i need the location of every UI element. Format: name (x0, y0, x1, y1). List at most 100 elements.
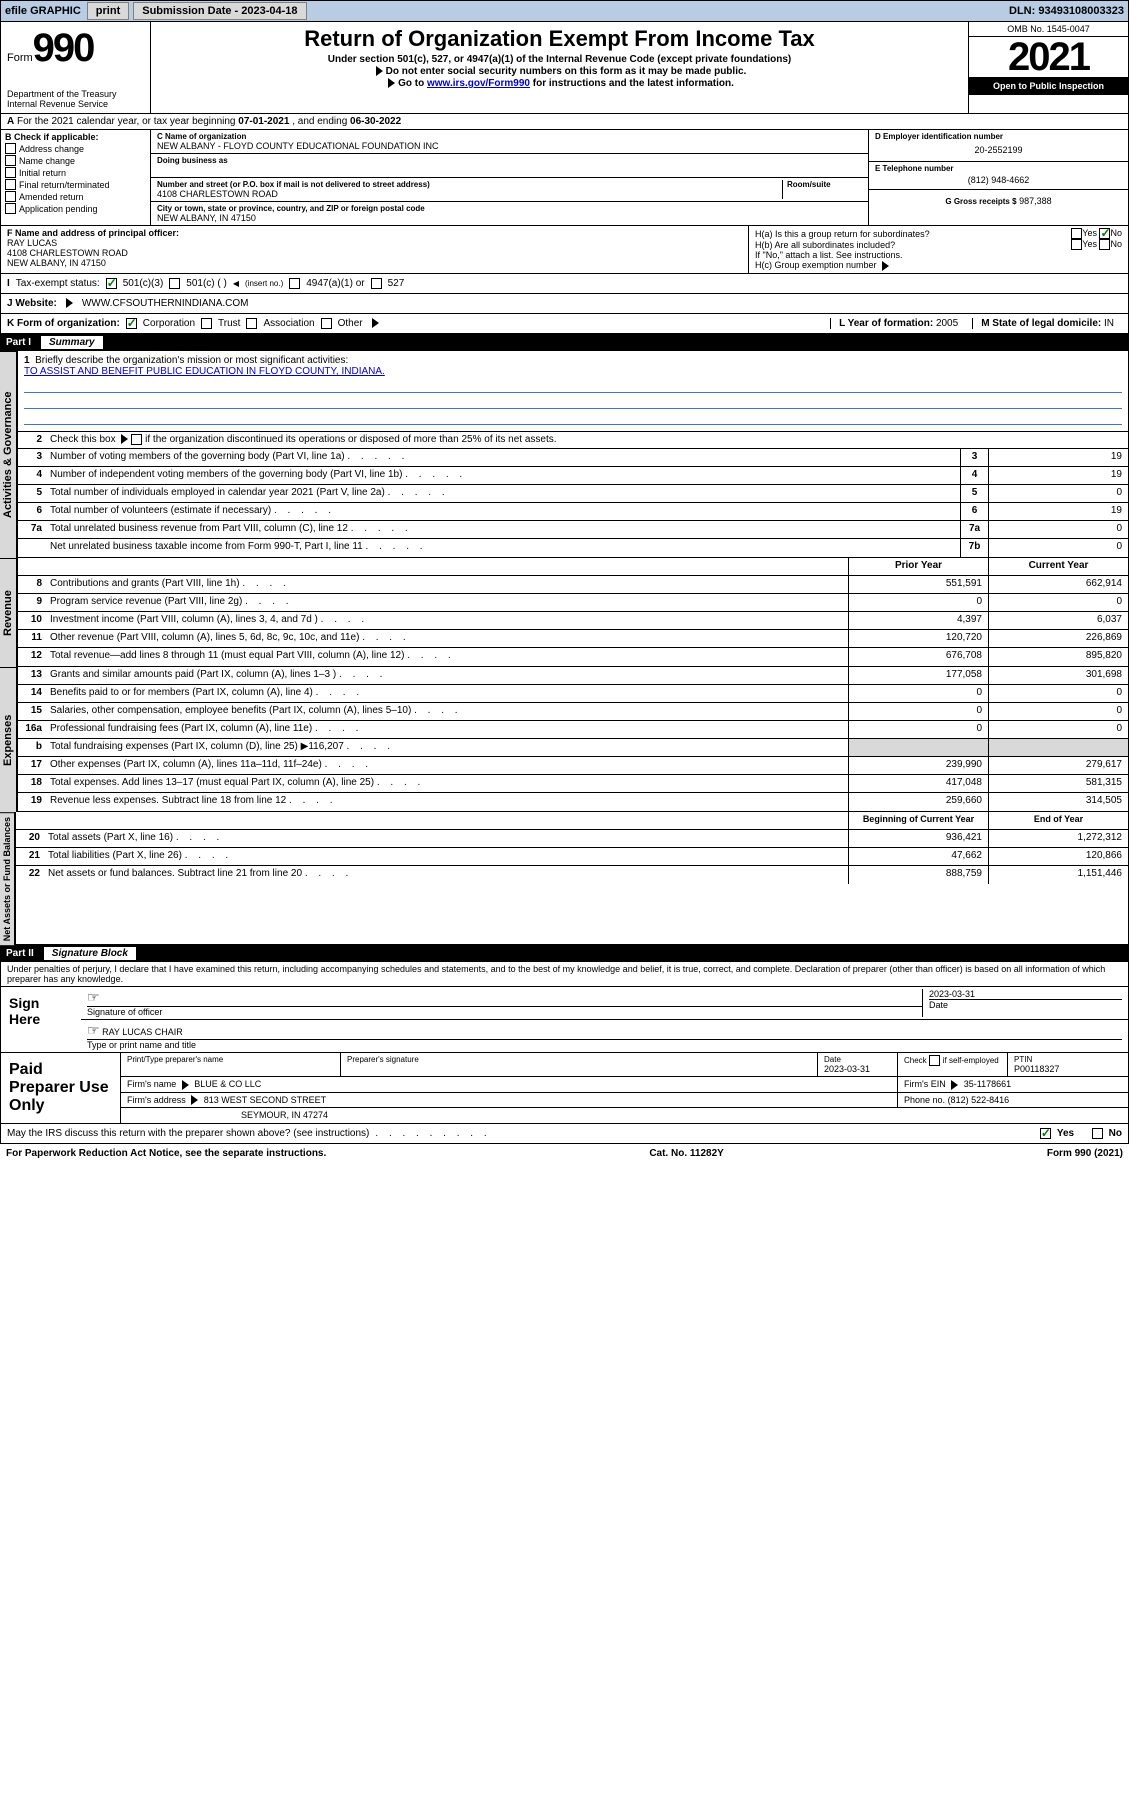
ptin-label: PTIN (1014, 1055, 1122, 1064)
dln-label: DLN: 93493108003323 (1005, 5, 1128, 17)
prior-value: 177,058 (848, 667, 988, 684)
current-value: 0 (988, 685, 1128, 702)
prior-value (848, 739, 988, 756)
501c3-checkbox[interactable] (106, 278, 117, 289)
name-change-checkbox[interactable] (5, 155, 16, 166)
self-employed-checkbox[interactable] (929, 1055, 940, 1066)
hc-label: H(c) Group exemption number (755, 260, 877, 270)
row-text (44, 812, 848, 829)
org-address: 4108 CHARLESTOWN ROAD (157, 189, 782, 199)
row-num: 7a (18, 521, 46, 538)
row-num: 5 (18, 485, 46, 502)
header-left: Form990 Department of the Treasury Inter… (1, 22, 151, 113)
addr-label: Number and street (or P.O. box if mail i… (157, 180, 782, 189)
row-num: 12 (18, 648, 46, 666)
ein-value: 20-2552199 (875, 141, 1122, 159)
table-row: 13 Grants and similar amounts paid (Part… (18, 667, 1128, 685)
hb-label: H(b) Are all subordinates included? (755, 240, 895, 250)
submission-date-button[interactable]: Submission Date - 2023-04-18 (133, 2, 306, 20)
arrow-icon (388, 78, 395, 88)
arrow-icon (191, 1095, 198, 1105)
row-num: 6 (18, 503, 46, 520)
row-value: 0 (988, 539, 1128, 557)
tax-year: 2021 (969, 37, 1128, 77)
prep-sig-label: Preparer's signature (347, 1055, 811, 1064)
discuss-no-checkbox[interactable] (1092, 1128, 1103, 1139)
chk-final-return: Final return/terminated (19, 180, 110, 190)
prep-date: 2023-03-31 (824, 1064, 891, 1074)
current-value: 0 (988, 703, 1128, 720)
row-num: 20 (16, 830, 44, 847)
current-value: 226,869 (988, 630, 1128, 647)
assoc-checkbox[interactable] (246, 318, 257, 329)
room-label: Room/suite (787, 180, 862, 189)
line-klm: K Form of organization: Corporation Trus… (0, 314, 1129, 334)
chk-amended-return: Amended return (19, 192, 84, 202)
part1-title: Summary (41, 336, 103, 349)
header-sub2: Do not enter social security numbers on … (386, 66, 747, 77)
address-change-checkbox[interactable] (5, 143, 16, 154)
527-checkbox[interactable] (371, 278, 382, 289)
row-text: Professional fundraising fees (Part IX, … (46, 721, 848, 738)
corp-checkbox[interactable] (126, 318, 137, 329)
yes-label: Yes (1082, 228, 1097, 238)
irs-link[interactable]: www.irs.gov/Form990 (427, 78, 530, 89)
q2-checkbox[interactable] (131, 434, 142, 445)
header-sub3: Go to (398, 78, 427, 89)
ha-yes-checkbox[interactable] (1071, 228, 1082, 239)
form-header: Form990 Department of the Treasury Inter… (0, 22, 1129, 114)
hb-yes-checkbox[interactable] (1071, 239, 1082, 250)
col-f-label: F Name and address of principal officer: (7, 228, 179, 238)
row-num: 22 (16, 866, 44, 884)
row-text: Total fundraising expenses (Part IX, col… (46, 739, 848, 756)
tel-label: E Telephone number (875, 164, 1122, 173)
initial-return-checkbox[interactable] (5, 167, 16, 178)
col-h: H(a) Is this a group return for subordin… (748, 226, 1128, 273)
col-b: B Check if applicable: Address change Na… (1, 130, 151, 225)
501c-checkbox[interactable] (169, 278, 180, 289)
block-fh: F Name and address of principal officer:… (0, 226, 1129, 274)
trust-checkbox[interactable] (201, 318, 212, 329)
no-label: No (1110, 239, 1122, 249)
final-return-checkbox[interactable] (5, 179, 16, 190)
row-text: Net assets or fund balances. Subtract li… (44, 866, 848, 884)
mission-text: TO ASSIST AND BENEFIT PUBLIC EDUCATION I… (24, 366, 385, 377)
other-checkbox[interactable] (321, 318, 332, 329)
table-row: Net unrelated business taxable income fr… (18, 539, 1128, 557)
row-text: Total number of volunteers (estimate if … (46, 503, 960, 520)
corp-label: Corporation (143, 318, 195, 329)
row-value: 19 (988, 449, 1128, 466)
mission-rule (24, 395, 1122, 409)
section-revenue: Revenue Prior Year Current Year 8 Contri… (0, 558, 1129, 667)
row-box: 3 (960, 449, 988, 466)
ha-no-checkbox[interactable] (1099, 228, 1110, 239)
print-button[interactable]: print (87, 2, 129, 20)
prior-value: 0 (848, 685, 988, 702)
q2-text: Check this box if the organization disco… (46, 432, 1128, 448)
discuss-row: May the IRS discuss this return with the… (0, 1124, 1129, 1144)
org-name-label: C Name of organization (157, 132, 862, 141)
table-row: 11 Other revenue (Part VIII, column (A),… (18, 630, 1128, 648)
prior-value: 120,720 (848, 630, 988, 647)
sig-date-value: 2023-03-31 (929, 989, 1122, 999)
arrow-icon (66, 298, 73, 308)
application-pending-checkbox[interactable] (5, 203, 16, 214)
discuss-text: May the IRS discuss this return with the… (7, 1128, 369, 1139)
4947-checkbox[interactable] (289, 278, 300, 289)
prior-value: 259,660 (848, 793, 988, 811)
row-num: 13 (18, 667, 46, 684)
efile-label: efile GRAPHIC (1, 5, 85, 17)
row-text: Total assets (Part X, line 16) . . . . (44, 830, 848, 847)
row-num: 14 (18, 685, 46, 702)
mission-rule (24, 411, 1122, 425)
discuss-yes-checkbox[interactable] (1040, 1128, 1051, 1139)
prior-value: 888,759 (848, 866, 988, 884)
row-text: Benefits paid to or for members (Part IX… (46, 685, 848, 702)
amended-return-checkbox[interactable] (5, 191, 16, 202)
name-title-value: RAY LUCAS CHAIR (102, 1027, 183, 1037)
no-label: No (1110, 228, 1122, 238)
hb-no-checkbox[interactable] (1099, 239, 1110, 250)
website-row: J Website: WWW.CFSOUTHERNINDIANA.COM (0, 294, 1129, 314)
firm-ein-label: Firm's EIN (904, 1079, 946, 1089)
table-row: b Total fundraising expenses (Part IX, c… (18, 739, 1128, 757)
